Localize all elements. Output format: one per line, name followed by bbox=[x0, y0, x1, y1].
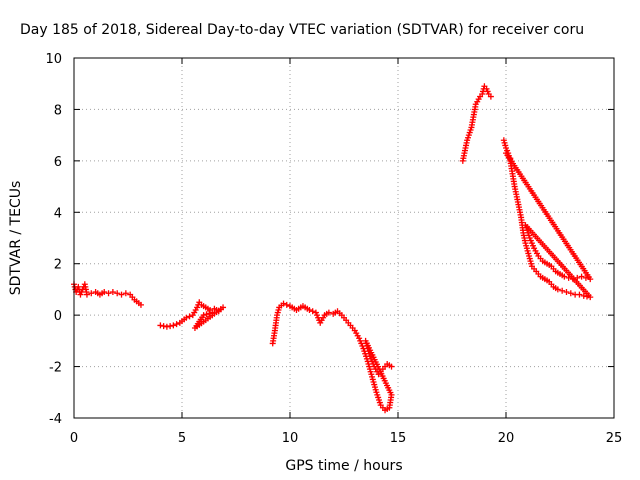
chart-title: Day 185 of 2018, Sidereal Day-to-day VTE… bbox=[20, 22, 584, 38]
grid bbox=[74, 58, 614, 418]
data-point bbox=[576, 291, 583, 298]
plot-frame bbox=[73, 57, 615, 419]
x-axis-label: GPS time / hours bbox=[285, 458, 402, 474]
data-point bbox=[569, 276, 576, 283]
y-tick-label: -2 bbox=[49, 361, 62, 376]
data-point bbox=[554, 286, 561, 293]
y-tick-label: 6 bbox=[54, 155, 62, 170]
data-point bbox=[309, 308, 316, 315]
x-tick-label: 10 bbox=[282, 431, 299, 446]
data-point bbox=[109, 289, 116, 295]
y-tick-label: 8 bbox=[54, 103, 62, 118]
data-point bbox=[559, 287, 566, 294]
axis-ticks: 0 5 10 15 20 25 -4 -2 0 2 4 6 8 10 bbox=[45, 52, 622, 446]
y-axis-label: SDTVAR / TECUs bbox=[8, 181, 24, 296]
data-point bbox=[280, 300, 287, 307]
data-point bbox=[137, 301, 144, 308]
data-point bbox=[186, 313, 193, 320]
y-tick-label: -4 bbox=[49, 412, 62, 427]
data-point bbox=[388, 363, 395, 370]
data-point bbox=[306, 307, 313, 313]
data-point bbox=[101, 289, 108, 295]
y-tick-label: 2 bbox=[54, 258, 62, 273]
y-tick-label: 4 bbox=[54, 206, 62, 221]
data-point bbox=[563, 289, 570, 295]
data-point bbox=[170, 322, 177, 329]
data-point bbox=[200, 312, 207, 319]
x-tick-label: 25 bbox=[606, 431, 623, 446]
data-point bbox=[325, 309, 332, 316]
data-point bbox=[574, 274, 581, 281]
data-point bbox=[118, 291, 125, 298]
data-point bbox=[209, 309, 216, 316]
data-point bbox=[203, 311, 210, 318]
data-point bbox=[206, 310, 213, 317]
x-tick-label: 15 bbox=[390, 431, 407, 446]
data-point bbox=[88, 290, 95, 297]
data-point bbox=[565, 274, 572, 281]
data-point bbox=[283, 301, 290, 308]
data-point bbox=[83, 291, 90, 298]
x-tick-label: 5 bbox=[178, 431, 186, 446]
data-point bbox=[173, 321, 180, 328]
y-tick-label: 0 bbox=[54, 309, 62, 324]
data-point bbox=[561, 273, 568, 280]
data-point bbox=[567, 290, 574, 297]
data-point bbox=[507, 155, 514, 162]
data-point bbox=[183, 314, 190, 321]
x-tick-label: 20 bbox=[498, 431, 515, 446]
x-tick-label: 0 bbox=[70, 431, 78, 446]
data-point bbox=[578, 273, 585, 280]
data-points bbox=[71, 83, 594, 414]
data-point bbox=[487, 93, 494, 100]
data-point bbox=[114, 290, 121, 297]
data-point bbox=[122, 290, 129, 297]
y-tick-label: 10 bbox=[45, 52, 62, 67]
data-point bbox=[105, 290, 112, 297]
